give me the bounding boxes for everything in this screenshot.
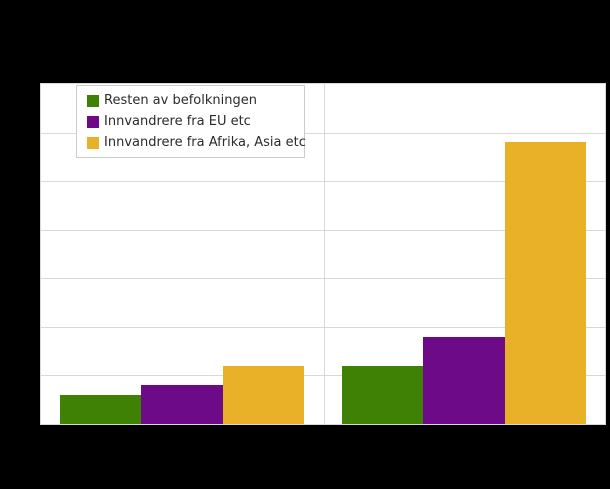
legend-swatch-green-icon: [87, 94, 99, 107]
bar: [342, 365, 424, 424]
gridline: [41, 132, 605, 134]
bar: [423, 336, 505, 424]
gridline: [41, 278, 605, 280]
legend-item: Innvandrere fra EU etc: [87, 114, 304, 129]
legend-item: Innvandrere fra Afrika, Asia etc: [87, 135, 306, 150]
legend: Resten av befolkningen Innvandrere fra E…: [76, 85, 306, 158]
legend-swatch-purple-icon: [87, 115, 99, 128]
bar: [504, 142, 586, 424]
bar: [141, 385, 223, 424]
bar: [60, 394, 142, 424]
gridline: [41, 375, 605, 377]
bar: [222, 365, 304, 424]
bars-layer: [41, 84, 605, 424]
legend-label: Innvandrere fra EU etc: [104, 114, 251, 129]
legend-label: Innvandrere fra Afrika, Asia etc: [104, 135, 306, 150]
gridline: [41, 326, 605, 328]
gridline: [41, 229, 605, 231]
gridline: [41, 181, 605, 183]
category-separator-line: [324, 84, 325, 424]
plot-area: [40, 83, 606, 425]
legend-label: Resten av befolkningen: [104, 93, 257, 108]
legend-swatch-gold-icon: [87, 136, 99, 149]
legend-item: Resten av befolkningen: [87, 93, 304, 108]
